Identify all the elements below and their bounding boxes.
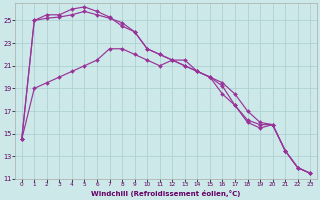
X-axis label: Windchill (Refroidissement éolien,°C): Windchill (Refroidissement éolien,°C) [91,190,241,197]
